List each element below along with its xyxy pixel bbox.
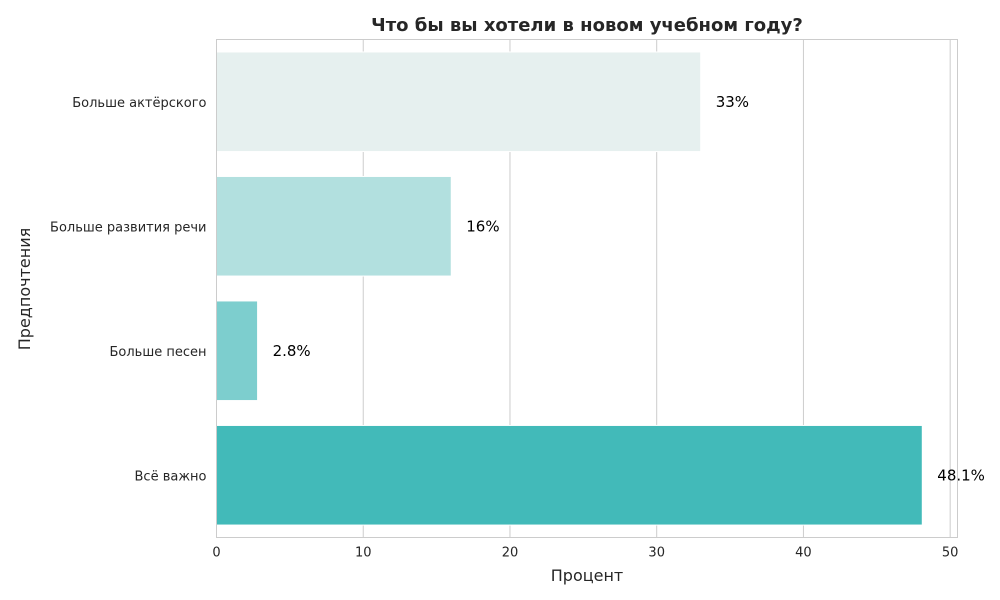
- x-tick-label: 20: [502, 546, 519, 561]
- bar-value-label: 48.1%: [937, 466, 985, 484]
- x-tick-label: 30: [648, 546, 665, 561]
- x-ticks: 0 10 20 30 40 50: [212, 546, 958, 561]
- x-tick-label: 0: [212, 546, 220, 561]
- bar: [216, 51, 702, 153]
- chart-title: Что бы вы хотели в новом учебном году?: [371, 15, 803, 36]
- y-tick-label: Больше актёрского: [72, 96, 206, 111]
- bar-value-label: 2.8%: [273, 342, 311, 360]
- y-tick-label: Больше песен: [109, 345, 206, 360]
- bar-value-label: 16%: [466, 217, 499, 235]
- y-tick-label: Больше развития речи: [50, 220, 206, 235]
- x-tick-label: 40: [795, 546, 812, 561]
- plot-frame: [216, 39, 958, 538]
- x-tick-label: 50: [942, 546, 959, 561]
- bars: [216, 51, 923, 526]
- bar: [216, 424, 923, 526]
- y-ticks: Больше актёрского Больше развития речи Бол…: [50, 96, 207, 485]
- x-tick-label: 10: [355, 546, 372, 561]
- bar: [216, 300, 259, 402]
- data-labels: 33% 16% 2.8% 48.1%: [273, 93, 985, 485]
- bar: [216, 175, 452, 277]
- bar-value-label: 33%: [716, 93, 749, 111]
- y-axis-label: Предпочтения: [15, 228, 34, 350]
- x-axis-label: Процент: [551, 566, 624, 585]
- y-tick-label: Всё важно: [135, 469, 207, 484]
